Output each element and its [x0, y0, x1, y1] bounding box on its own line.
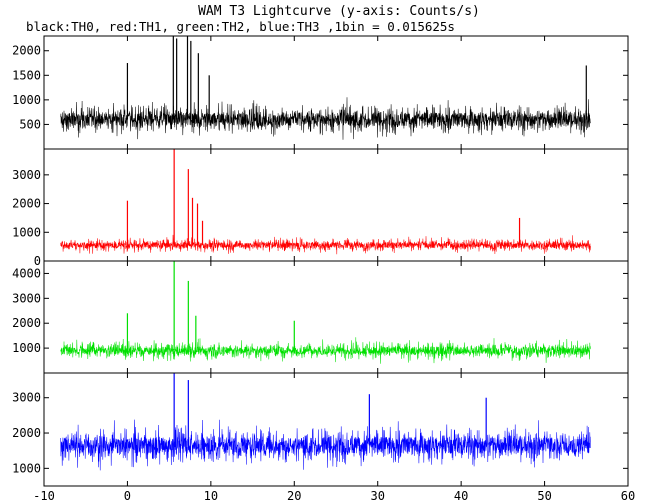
y-tick-label: 3000 [12, 391, 41, 405]
y-tick-label: 3000 [12, 291, 41, 305]
panel-th1: 0 1000 2000 3000 [12, 148, 629, 268]
panels-group: 500 1000 1500 2000 0 1000 2000 3000 1000 2000 3000… [12, 35, 629, 487]
x-tick-label: -10 [33, 489, 55, 503]
x-tick-label: 10 [204, 489, 218, 503]
y-tick-label: 0 [34, 254, 41, 268]
x-tick-label: 60 [621, 489, 635, 503]
series-line-th0 [60, 97, 591, 140]
chart-subtitle: black:TH0, red:TH1, green:TH2, blue:TH3 … [26, 19, 455, 34]
y-tick-label: 4000 [12, 266, 41, 280]
x-tick-label: 20 [287, 489, 301, 503]
y-tick-label: 500 [19, 117, 41, 131]
y-tick-label: 2000 [12, 316, 41, 330]
y-tick-label: 3000 [12, 168, 41, 182]
chart-title: WAM T3 Lightcurve (y-axis: Counts/s) [198, 4, 480, 19]
panel-th0: 500 1000 1500 2000 [12, 35, 629, 150]
series-line-th3 [60, 419, 591, 471]
x-tick-label: 30 [370, 489, 384, 503]
panel-frame [43, 260, 629, 374]
panel-frame [43, 372, 629, 487]
series-line-th2 [60, 337, 591, 364]
y-tick-label: 1000 [12, 93, 41, 107]
x-axis: -10 0 10 20 30 40 50 60 [33, 489, 635, 503]
y-tick-label: 1000 [12, 225, 41, 239]
y-tick-label: 1000 [12, 461, 41, 475]
y-tick-label: 2000 [12, 426, 41, 440]
panel-th3: 1000 2000 3000 [12, 372, 629, 487]
panel-th2: 1000 2000 3000 4000 [12, 260, 629, 374]
y-tick-label: 1500 [12, 68, 41, 82]
y-tick-label: 2000 [12, 44, 41, 58]
x-tick-label: 40 [454, 489, 468, 503]
y-tick-label: 2000 [12, 197, 41, 211]
panel-frame [43, 35, 629, 150]
series-line-th1 [60, 234, 591, 255]
x-tick-label: 0 [124, 489, 131, 503]
y-tick-label: 1000 [12, 341, 41, 355]
x-tick-label: 50 [537, 489, 551, 503]
